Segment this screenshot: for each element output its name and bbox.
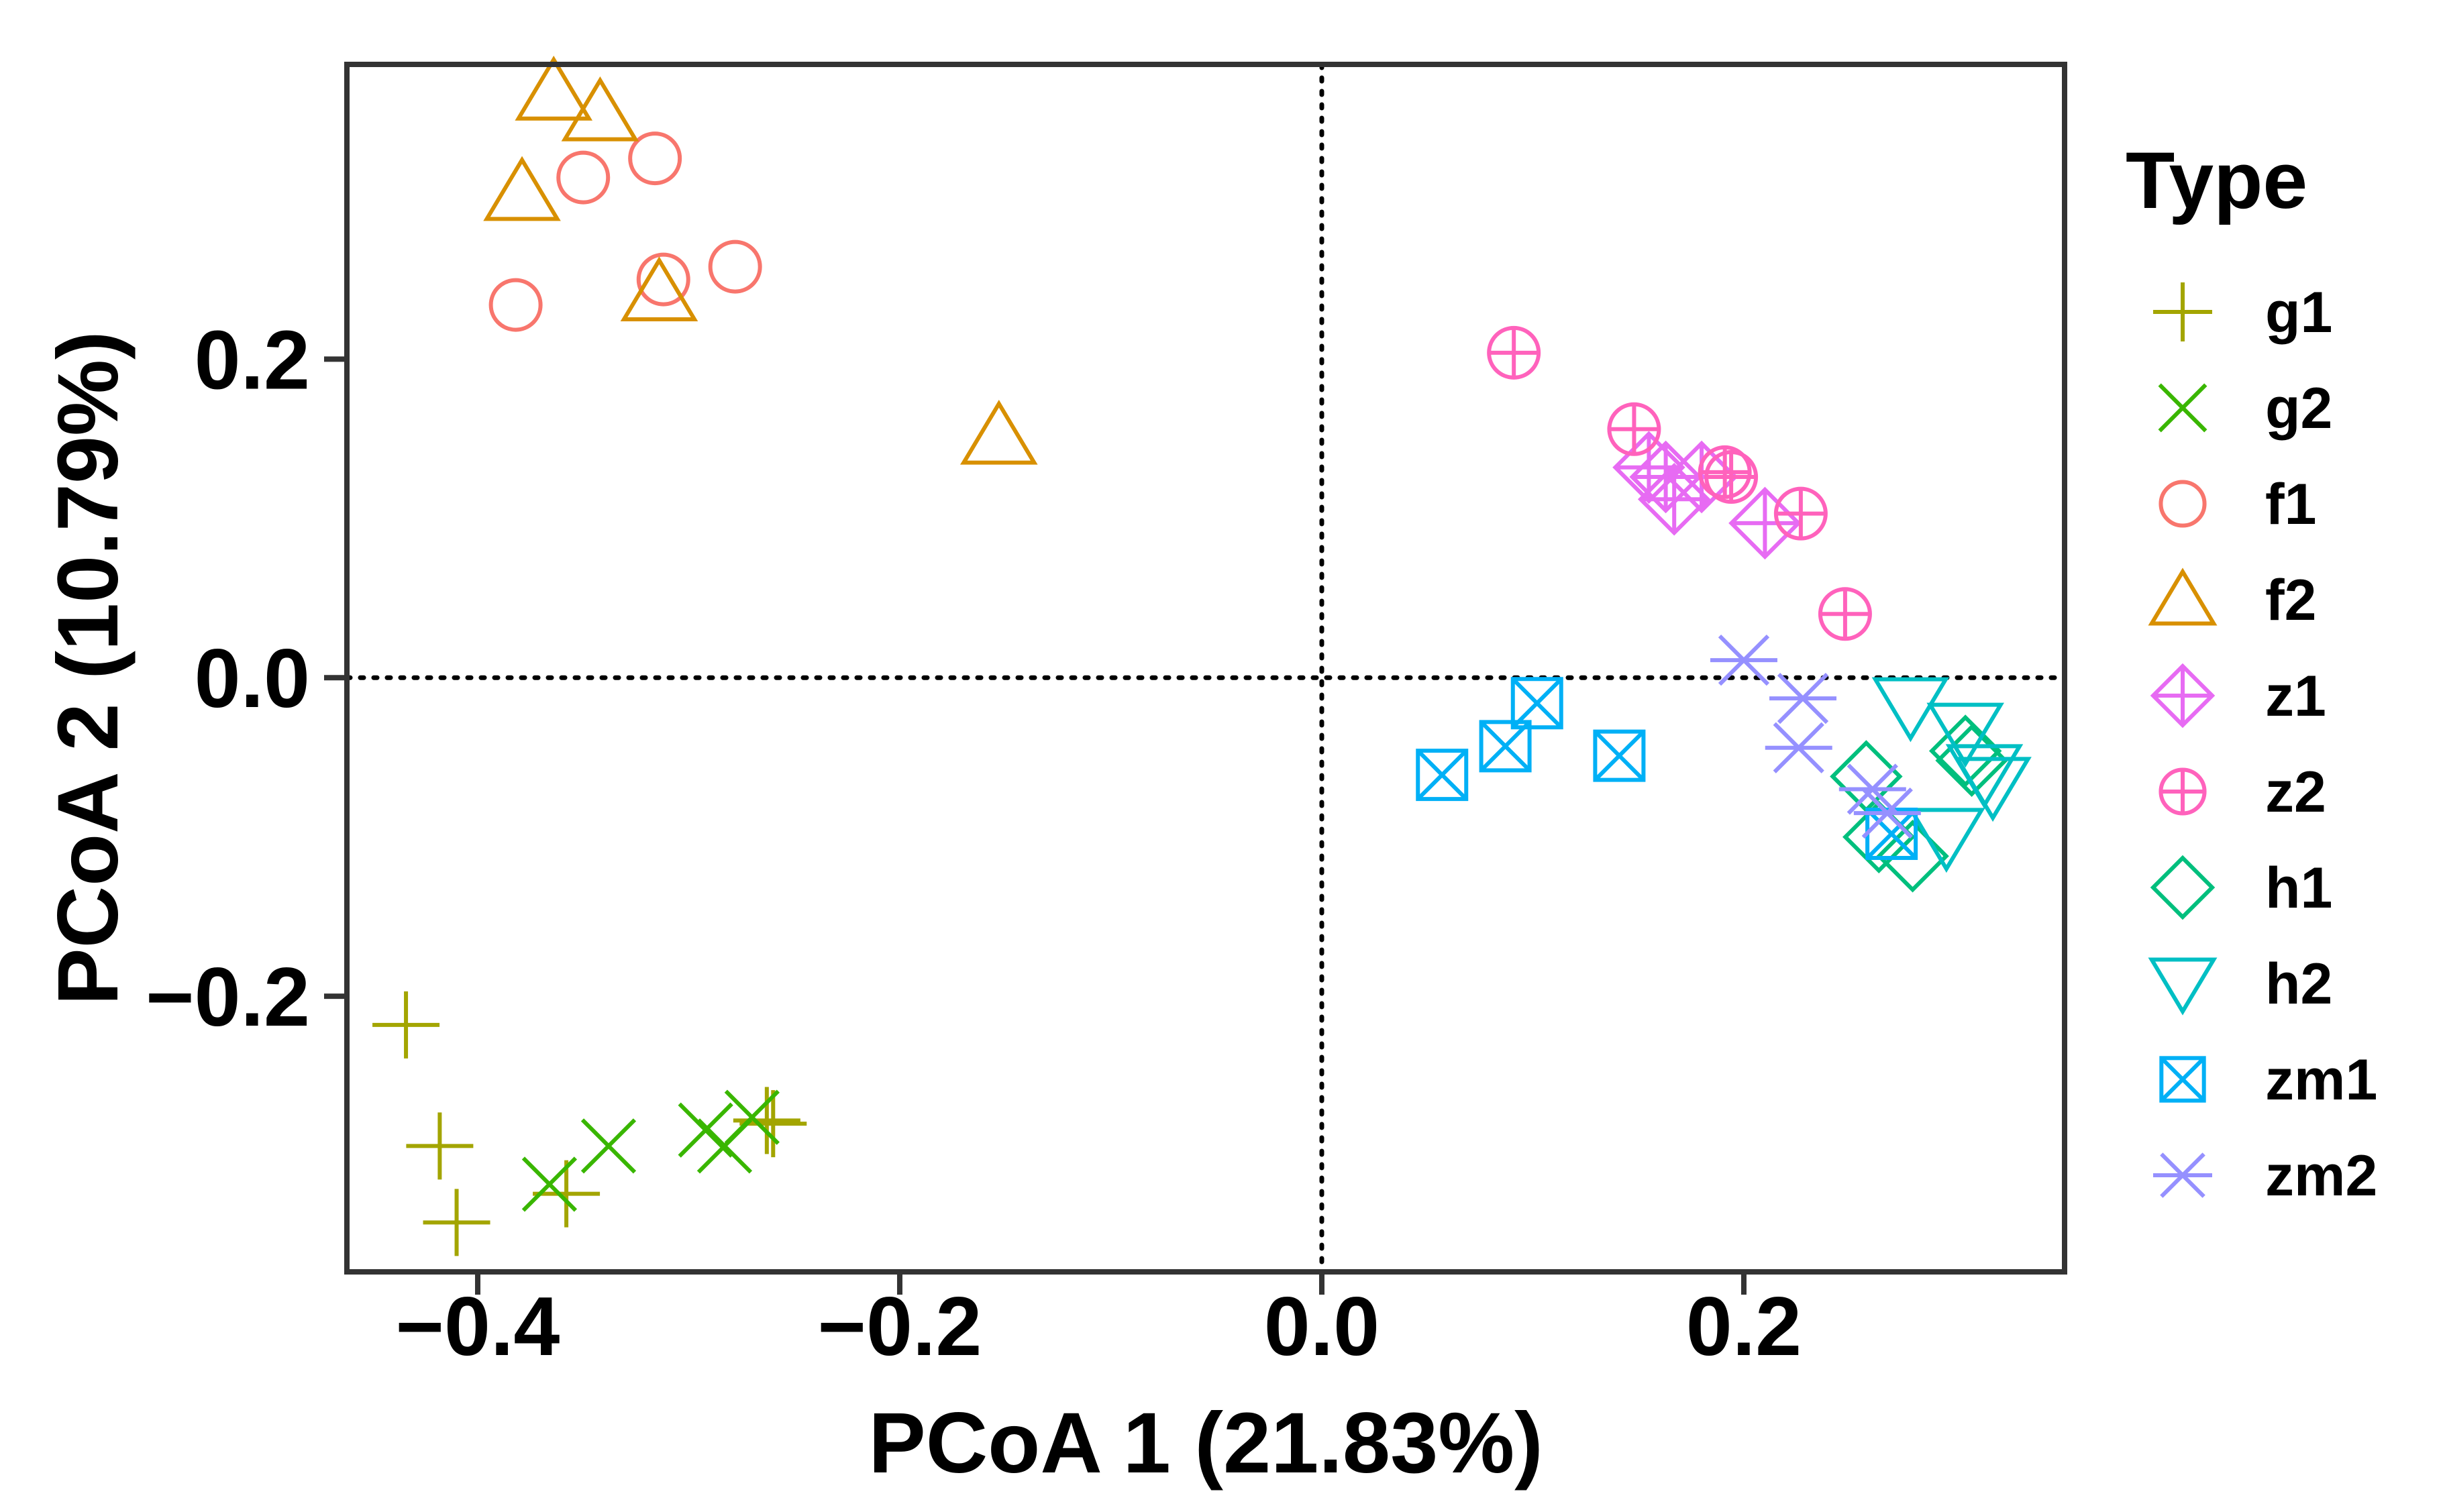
point-z2-5 [1776, 489, 1826, 539]
legend-label-g2: g2 [2265, 376, 2332, 441]
legend-title: Type [2126, 136, 2307, 225]
legend-label-z2: z2 [2265, 760, 2326, 824]
y-tick-label: 0.0 [195, 633, 310, 725]
legend-label-f1: f1 [2265, 472, 2316, 537]
x-axis-title: PCoA 1 (21.83%) [868, 1395, 1543, 1491]
y-axis-title: PCoA 2 (10.79%) [40, 331, 136, 1005]
legend-label-z1: z1 [2265, 664, 2326, 728]
legend-label-g1: g1 [2265, 280, 2332, 345]
point-z2-2 [1609, 404, 1659, 454]
x-tick-label: −0.2 [818, 1281, 982, 1373]
x-tick-label: 0.0 [1264, 1281, 1380, 1373]
legend-label-zm2: zm2 [2265, 1144, 2377, 1208]
y-tick-label: −0.2 [146, 951, 310, 1044]
chart-background [0, 0, 2443, 1512]
pcoa-scatter-chart: −0.4 −0.2 0.0 0.2 −0.2 0.0 0.2 PCoA 1 (21.83%… [0, 0, 2443, 1512]
x-tick-label: −0.4 [396, 1281, 560, 1373]
y-tick-label: 0.2 [195, 314, 310, 407]
legend-label-f2: f2 [2265, 568, 2316, 633]
legend-label-h1: h1 [2265, 856, 2332, 920]
point-z2-6 [1820, 589, 1870, 639]
legend-key-z2 [2161, 769, 2204, 813]
legend-label-zm1: zm1 [2265, 1048, 2377, 1112]
legend-label-h2: h2 [2265, 952, 2332, 1016]
x-tick-label: 0.2 [1686, 1281, 1802, 1373]
point-z2-4 [1706, 452, 1756, 502]
point-z2-1 [1489, 328, 1539, 378]
